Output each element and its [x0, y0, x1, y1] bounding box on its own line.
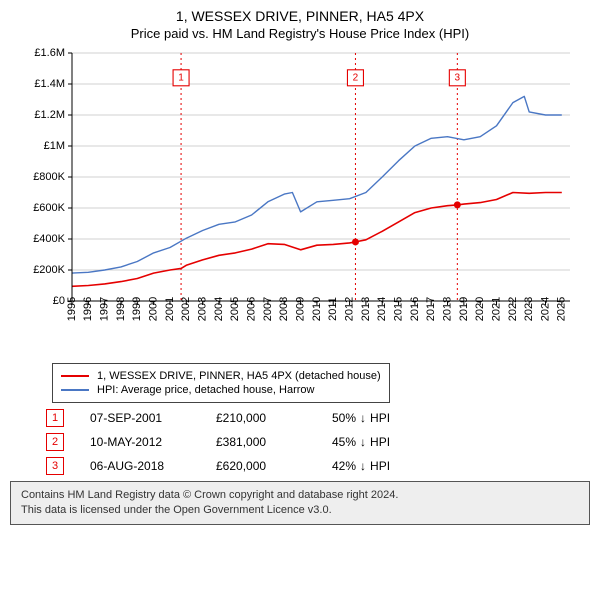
event-pct: 50% ↓ HPI	[332, 411, 422, 425]
event-price: £381,000	[216, 435, 306, 449]
arrow-down-icon: ↓	[360, 435, 366, 449]
svg-text:£400K: £400K	[33, 233, 65, 245]
svg-text:£1.2M: £1.2M	[34, 109, 65, 121]
svg-text:2012: 2012	[343, 297, 355, 321]
svg-text:2003: 2003	[197, 297, 209, 321]
event-marker: 2	[46, 433, 64, 451]
event-rel: HPI	[370, 411, 390, 425]
event-date: 07-SEP-2001	[90, 411, 190, 425]
svg-text:2020: 2020	[474, 297, 486, 321]
title-address: 1, WESSEX DRIVE, PINNER, HA5 4PX	[10, 8, 590, 24]
svg-text:2019: 2019	[458, 297, 470, 321]
event-row: 1 07-SEP-2001 £210,000 50% ↓ HPI	[46, 409, 580, 427]
event-pct-value: 42%	[332, 459, 356, 473]
svg-text:2: 2	[353, 72, 359, 83]
chart-svg: £0 £200K £400K £600K £800K £1M £1.2M £1.4M £1.6M…	[20, 45, 580, 355]
svg-text:2021: 2021	[490, 297, 502, 321]
svg-text:2015: 2015	[392, 297, 404, 321]
legend-row: HPI: Average price, detached house, Harr…	[61, 384, 381, 396]
svg-text:2025: 2025	[556, 297, 568, 321]
svg-text:1998: 1998	[115, 297, 127, 321]
title-subtitle: Price paid vs. HM Land Registry's House …	[10, 26, 590, 41]
title-block: 1, WESSEX DRIVE, PINNER, HA5 4PX Price p…	[0, 0, 600, 45]
event-pct: 45% ↓ HPI	[332, 435, 422, 449]
svg-text:1996: 1996	[82, 297, 94, 321]
legend: 1, WESSEX DRIVE, PINNER, HA5 4PX (detach…	[52, 363, 390, 403]
event-price: £620,000	[216, 459, 306, 473]
svg-text:2010: 2010	[311, 297, 323, 321]
svg-text:3: 3	[455, 72, 461, 83]
legend-label: 1, WESSEX DRIVE, PINNER, HA5 4PX (detach…	[97, 370, 381, 382]
svg-text:2017: 2017	[425, 297, 437, 321]
chart: £0 £200K £400K £600K £800K £1M £1.2M £1.4M £1.6M…	[20, 45, 580, 355]
svg-text:2024: 2024	[539, 297, 551, 321]
svg-text:2016: 2016	[409, 297, 421, 321]
event-rel: HPI	[370, 435, 390, 449]
svg-text:£1M: £1M	[44, 140, 65, 152]
event-marker: 1	[46, 409, 64, 427]
svg-text:2023: 2023	[523, 297, 535, 321]
event-rel: HPI	[370, 459, 390, 473]
svg-text:£1.4M: £1.4M	[34, 78, 65, 90]
legend-row: 1, WESSEX DRIVE, PINNER, HA5 4PX (detach…	[61, 370, 381, 382]
legend-label: HPI: Average price, detached house, Harr…	[97, 384, 314, 396]
event-date: 10-MAY-2012	[90, 435, 190, 449]
legend-swatch	[61, 389, 89, 391]
event-pct: 42% ↓ HPI	[332, 459, 422, 473]
footer-line1: Contains HM Land Registry data © Crown c…	[21, 488, 579, 503]
footer-line2: This data is licensed under the Open Gov…	[21, 503, 579, 518]
arrow-down-icon: ↓	[360, 459, 366, 473]
svg-text:£0: £0	[53, 295, 65, 307]
svg-text:£1.6M: £1.6M	[34, 47, 65, 59]
svg-text:2000: 2000	[148, 297, 160, 321]
events-table: 1 07-SEP-2001 £210,000 50% ↓ HPI 2 10-MAY-2012 £…	[46, 409, 580, 475]
event-price: £210,000	[216, 411, 306, 425]
svg-text:1997: 1997	[99, 297, 111, 321]
svg-text:2008: 2008	[278, 297, 290, 321]
svg-text:£600K: £600K	[33, 202, 65, 214]
svg-text:2002: 2002	[180, 297, 192, 321]
svg-text:1: 1	[178, 72, 184, 83]
svg-text:2013: 2013	[360, 297, 372, 321]
event-row: 3 06-AUG-2018 £620,000 42% ↓ HPI	[46, 457, 580, 475]
event-marker: 3	[46, 457, 64, 475]
event-pct-value: 45%	[332, 435, 356, 449]
svg-text:2006: 2006	[246, 297, 258, 321]
event-pct-value: 50%	[332, 411, 356, 425]
svg-text:2022: 2022	[507, 297, 519, 321]
legend-swatch	[61, 375, 89, 377]
svg-text:2005: 2005	[229, 297, 241, 321]
svg-text:£800K: £800K	[33, 171, 65, 183]
event-row: 2 10-MAY-2012 £381,000 45% ↓ HPI	[46, 433, 580, 451]
arrow-down-icon: ↓	[360, 411, 366, 425]
footer: Contains HM Land Registry data © Crown c…	[10, 481, 590, 525]
svg-text:2009: 2009	[294, 297, 306, 321]
page: 1, WESSEX DRIVE, PINNER, HA5 4PX Price p…	[0, 0, 600, 525]
svg-text:2007: 2007	[262, 297, 274, 321]
svg-text:2001: 2001	[164, 297, 176, 321]
event-date: 06-AUG-2018	[90, 459, 190, 473]
svg-text:2004: 2004	[213, 297, 225, 321]
svg-text:£200K: £200K	[33, 264, 65, 276]
svg-text:1999: 1999	[131, 297, 143, 321]
svg-text:2014: 2014	[376, 297, 388, 321]
svg-text:2018: 2018	[441, 297, 453, 321]
